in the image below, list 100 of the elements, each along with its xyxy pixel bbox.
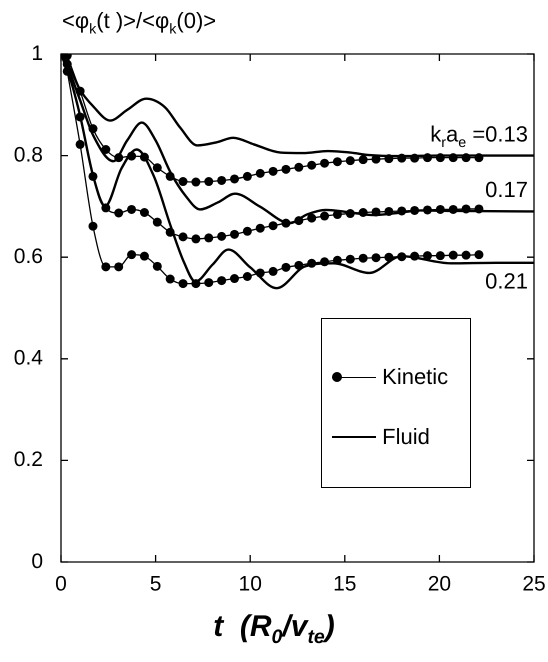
point xyxy=(152,262,162,271)
point xyxy=(332,256,342,265)
point xyxy=(217,276,226,286)
point xyxy=(88,222,98,231)
point xyxy=(422,251,432,260)
point xyxy=(230,174,239,184)
x-tick-label: 0 xyxy=(55,572,67,596)
point xyxy=(152,163,162,172)
y-tick-label: 0.8 xyxy=(14,143,43,166)
x-axis-title: t (R$_{0}$/v$_{te}$) xyxy=(212,610,336,649)
point xyxy=(462,204,471,214)
point xyxy=(101,262,110,272)
point xyxy=(268,266,278,276)
point xyxy=(217,232,226,241)
point xyxy=(436,204,445,214)
point xyxy=(114,153,124,162)
point xyxy=(474,153,484,162)
point xyxy=(462,250,471,260)
annotation: 0.21 xyxy=(485,268,528,294)
point xyxy=(358,254,368,263)
point xyxy=(268,221,278,230)
point xyxy=(217,176,226,185)
point xyxy=(191,279,200,288)
point xyxy=(178,279,188,288)
point xyxy=(191,178,200,187)
point xyxy=(358,208,368,217)
point xyxy=(281,164,290,174)
point xyxy=(242,172,252,181)
point xyxy=(191,234,200,244)
point xyxy=(436,251,445,260)
point xyxy=(422,153,432,162)
point xyxy=(230,274,239,284)
point xyxy=(397,206,406,216)
x-tick-label: 15 xyxy=(333,572,356,596)
point xyxy=(268,166,278,176)
point xyxy=(127,152,136,161)
point xyxy=(101,203,110,212)
point xyxy=(346,156,355,166)
y-tick-label: 1 xyxy=(31,42,43,65)
point xyxy=(166,228,175,237)
point xyxy=(372,253,381,262)
point xyxy=(448,250,458,260)
y-tick-label: 0.2 xyxy=(14,448,43,472)
point xyxy=(358,155,368,164)
point xyxy=(242,272,252,282)
x-tick-label: 5 xyxy=(150,572,162,596)
point xyxy=(88,124,98,134)
point xyxy=(410,252,420,261)
point xyxy=(332,157,342,166)
point xyxy=(346,254,355,264)
point xyxy=(294,260,304,270)
point xyxy=(256,224,265,233)
point xyxy=(448,153,458,162)
point xyxy=(307,160,316,170)
y-tick-label: 0 xyxy=(31,550,43,573)
point xyxy=(76,86,85,96)
point xyxy=(76,112,85,122)
point xyxy=(474,204,484,214)
point xyxy=(448,204,458,214)
legend-label: Kinetic xyxy=(382,364,448,390)
x-tick-label: 10 xyxy=(238,572,262,596)
point xyxy=(320,212,330,221)
point xyxy=(462,153,471,162)
point xyxy=(178,177,188,186)
point xyxy=(307,214,316,223)
point xyxy=(101,145,110,154)
point xyxy=(281,262,290,272)
point xyxy=(178,232,188,242)
point xyxy=(204,278,214,288)
point xyxy=(307,258,316,268)
point xyxy=(256,268,265,278)
point xyxy=(256,168,265,178)
point xyxy=(204,233,214,242)
x-tick-label: 20 xyxy=(428,572,452,596)
point xyxy=(384,154,394,164)
point xyxy=(230,230,239,239)
point xyxy=(114,262,124,272)
point xyxy=(140,208,149,217)
point xyxy=(422,205,432,214)
x-tick-label: 25 xyxy=(522,572,546,596)
point xyxy=(474,250,484,260)
y-axis-title: <φ$_{k}$(t )>/<φ$_{k}$(0)> xyxy=(62,8,216,38)
point xyxy=(320,257,330,266)
point xyxy=(294,216,304,226)
point xyxy=(204,177,214,186)
annotation: 0.17 xyxy=(485,177,528,202)
point xyxy=(397,252,406,262)
point xyxy=(140,152,149,162)
point xyxy=(76,140,85,149)
point xyxy=(384,252,394,262)
point xyxy=(397,154,406,163)
point xyxy=(410,154,420,163)
point xyxy=(127,250,136,260)
legend-label: Fluid xyxy=(382,424,430,450)
y-tick-label: 0.6 xyxy=(14,244,43,268)
point xyxy=(242,226,252,236)
point xyxy=(346,209,355,218)
point xyxy=(372,207,381,216)
point xyxy=(114,208,124,218)
point xyxy=(281,218,290,228)
